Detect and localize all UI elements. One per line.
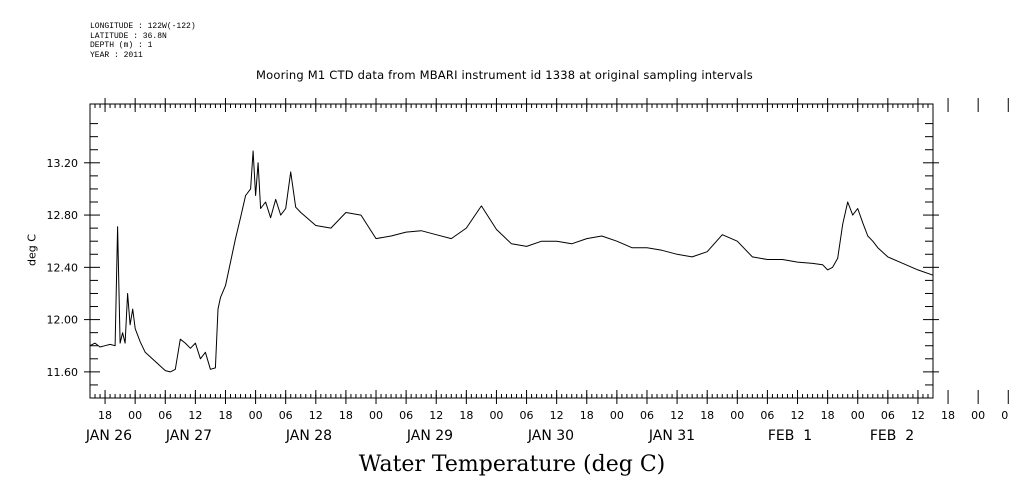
- x-tick-label: 06: [760, 409, 774, 422]
- y-tick-label: 13.20: [47, 157, 79, 170]
- x-tick-label: 12: [188, 409, 202, 422]
- y-tick-label: 12.00: [47, 314, 79, 327]
- x-tick-label: 06: [881, 409, 895, 422]
- x-tick-label: 00: [249, 409, 263, 422]
- x-tick-label: 18: [700, 409, 714, 422]
- x-tick-label: 18: [941, 409, 955, 422]
- year-label: YEAR : 2011: [90, 50, 143, 60]
- x-date-label: JAN 30: [527, 428, 574, 444]
- x-date-label: JAN 27: [165, 428, 212, 444]
- x-tick-label: 06: [1001, 409, 1009, 422]
- x-date-label: JAN 28: [285, 428, 332, 444]
- x-tick-label: 06: [399, 409, 413, 422]
- y-tick-label: 11.60: [47, 366, 79, 379]
- x-axis-label: Water Temperature (deg C): [358, 452, 666, 477]
- longitude-label: LONGITUDE : 122W(-122): [90, 22, 196, 31]
- x-date-label: FEB 2: [870, 428, 914, 444]
- chart-title: Mooring M1 CTD data from MBARI instrumen…: [256, 68, 753, 82]
- y-tick-label: 12.80: [47, 209, 79, 222]
- metadata-block: LONGITUDE : 122W(-122) LATITUDE : 36.8N …: [90, 22, 196, 60]
- y-axis: 11.60 12.00 12.40 12.80 13.20: [47, 123, 939, 386]
- x-tick-label: 00: [489, 409, 503, 422]
- x-tick-label: 12: [791, 409, 805, 422]
- x-tick-label: 00: [971, 409, 985, 422]
- x-tick-label: 00: [369, 409, 383, 422]
- x-tick-label: 06: [158, 409, 172, 422]
- series-line: [89, 150, 934, 373]
- x-tick-label: 06: [640, 409, 654, 422]
- y-axis-label: deg C: [25, 234, 39, 266]
- x-tick-label: 12: [911, 409, 925, 422]
- x-tick-label: 12: [550, 409, 564, 422]
- series-layer: [89, 150, 934, 373]
- x-tick-label: 00: [851, 409, 865, 422]
- x-tick-label: 00: [730, 409, 744, 422]
- depth-label: DEPTH (m) : 1: [90, 41, 153, 51]
- x-tick-label: 12: [309, 409, 323, 422]
- x-tick-label: 18: [821, 409, 835, 422]
- latitude-label: LATITUDE : 36.8N: [90, 31, 167, 41]
- x-tick-label: 06: [520, 409, 534, 422]
- x-date-label: JAN 26: [85, 428, 132, 444]
- x-tick-label: 12: [429, 409, 443, 422]
- y-tick-label: 12.40: [47, 261, 79, 274]
- x-tick-label: 00: [610, 409, 624, 422]
- x-tick-label: 12: [670, 409, 684, 422]
- x-axis: 18 00 06 12 18 00 06 12 18 00 06 12 18 00 06 12 18 00 06 12…: [85, 98, 1009, 444]
- x-date-label: JAN 29: [406, 428, 453, 444]
- x-date-label: FEB 1: [768, 428, 812, 444]
- x-tick-label: 18: [218, 409, 232, 422]
- x-tick-label: 06: [279, 409, 293, 422]
- x-tick-label: 18: [459, 409, 473, 422]
- x-tick-label: 18: [580, 409, 594, 422]
- x-date-label: JAN 31: [648, 428, 695, 444]
- x-tick-label: 18: [339, 409, 353, 422]
- x-tick-label: 18: [98, 409, 112, 422]
- x-tick-label: 00: [128, 409, 142, 422]
